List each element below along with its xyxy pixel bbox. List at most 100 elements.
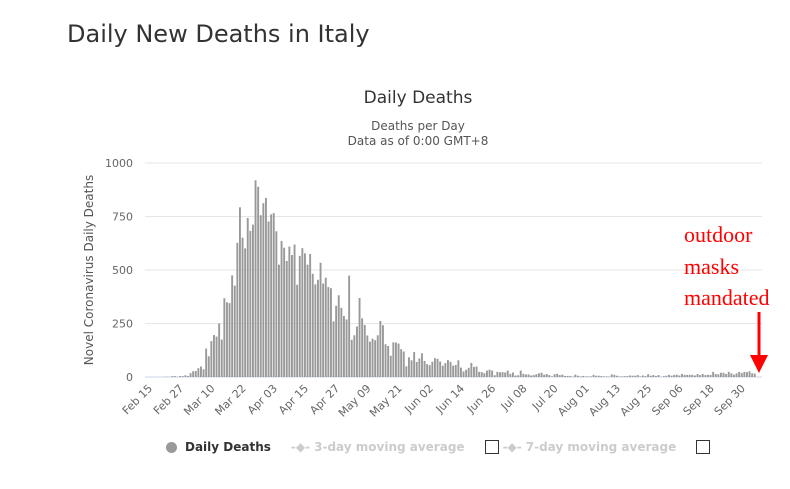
bar — [434, 358, 436, 377]
bar — [597, 375, 600, 377]
bar — [678, 375, 681, 377]
bar — [647, 374, 650, 377]
bar — [514, 375, 517, 377]
bar — [171, 376, 174, 377]
bar — [694, 375, 696, 377]
bar — [691, 374, 694, 377]
bar — [727, 371, 730, 377]
bar — [548, 375, 551, 377]
bar — [194, 371, 197, 377]
x-tick-label: May 09 — [336, 382, 374, 420]
bar — [439, 361, 442, 377]
bar — [519, 370, 522, 377]
bar — [426, 364, 429, 377]
legend-3day-marker-icon: -◆- — [290, 440, 311, 454]
bar — [317, 279, 319, 377]
bar — [327, 287, 330, 377]
y-tick-label: 250 — [112, 318, 133, 331]
checkbox-3day-average[interactable] — [484, 440, 499, 454]
annotation-line-1: outdoor — [684, 222, 753, 247]
bar — [275, 231, 278, 377]
checkbox-7day-average[interactable] — [696, 440, 711, 454]
bar — [270, 214, 273, 377]
bar — [356, 326, 358, 377]
bar — [278, 264, 280, 377]
bar — [720, 372, 722, 377]
bar — [590, 376, 592, 377]
x-tick-label: Mar 10 — [181, 382, 217, 418]
bar — [704, 375, 707, 377]
bar — [532, 375, 535, 377]
bar — [509, 373, 512, 377]
bar — [631, 375, 634, 377]
bar — [374, 340, 377, 377]
x-tick-label: Jun 26 — [464, 382, 498, 416]
bar — [488, 369, 491, 377]
bar — [202, 369, 205, 377]
legend-item-3day-average[interactable]: 3-day moving average — [314, 440, 465, 454]
bar — [369, 341, 371, 377]
bar — [218, 323, 221, 377]
bar — [473, 366, 475, 377]
bar — [686, 374, 689, 377]
bar — [714, 374, 717, 377]
bar — [239, 207, 241, 377]
legend-item-7day-average[interactable]: 7-day moving average — [525, 440, 677, 454]
bar — [722, 372, 725, 377]
bar — [655, 375, 657, 377]
bar — [174, 376, 176, 377]
bar — [556, 373, 559, 377]
bar — [501, 372, 504, 377]
bar — [254, 180, 257, 377]
bar — [267, 221, 270, 377]
bar — [535, 374, 538, 377]
x-tick-label: Jun 14 — [433, 382, 467, 416]
bar — [431, 361, 434, 377]
legend-item-daily-deaths[interactable]: Daily Deaths — [185, 440, 271, 454]
bar — [657, 375, 660, 377]
bar — [376, 335, 379, 377]
bar — [283, 247, 286, 377]
bar — [210, 341, 213, 377]
bar — [200, 366, 202, 377]
bar — [192, 371, 195, 377]
bar — [558, 375, 561, 377]
bar — [304, 253, 306, 377]
bar — [699, 375, 702, 377]
bar — [259, 215, 262, 377]
bar — [733, 374, 735, 377]
bar — [413, 351, 416, 377]
annotation-line-2: masks — [684, 254, 739, 279]
bar — [504, 372, 507, 377]
bar — [444, 363, 447, 377]
bar — [233, 285, 236, 377]
bar — [696, 374, 699, 377]
bar — [184, 375, 187, 377]
bar — [605, 376, 608, 377]
bar — [527, 374, 530, 377]
bar — [285, 261, 288, 377]
bar — [428, 365, 431, 377]
bar — [668, 374, 670, 377]
bar — [480, 372, 483, 377]
y-tick-label: 0 — [126, 371, 133, 384]
bar — [306, 264, 309, 377]
bar — [265, 197, 267, 377]
bar — [397, 343, 400, 377]
bar — [748, 371, 751, 377]
x-tick-label: Sep 18 — [680, 382, 716, 418]
bar — [457, 360, 460, 377]
bar — [187, 375, 189, 377]
bar — [652, 375, 655, 377]
bar — [454, 365, 457, 377]
bar — [189, 373, 192, 377]
bar — [410, 360, 413, 377]
bar — [415, 362, 418, 377]
bar — [353, 335, 356, 377]
bar — [462, 371, 465, 377]
bar — [322, 283, 325, 377]
bar — [517, 375, 520, 377]
page-title: Daily New Deaths in Italy — [67, 20, 370, 48]
x-tick-label: Aug 25 — [618, 382, 655, 419]
bar — [361, 318, 364, 377]
